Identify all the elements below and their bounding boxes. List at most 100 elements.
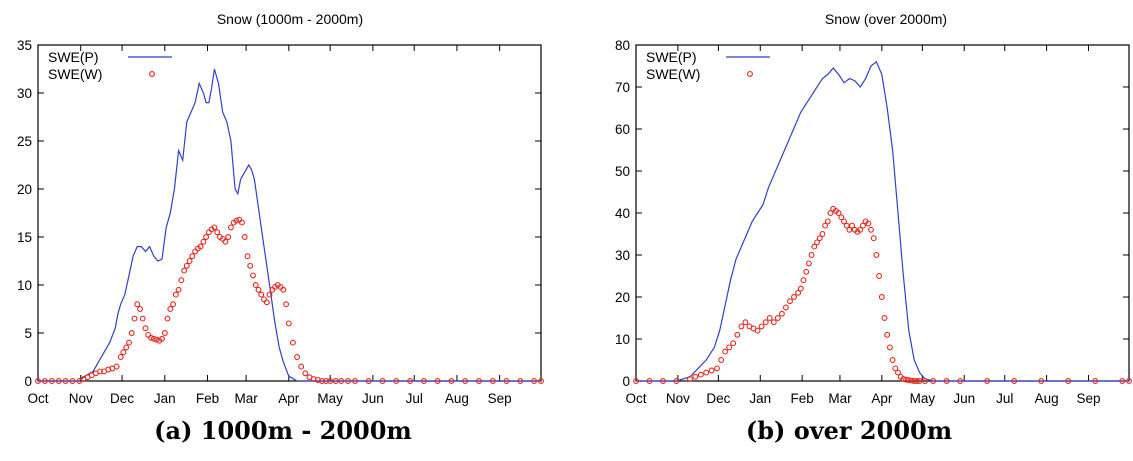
- data-point-swe-w: [137, 306, 143, 312]
- data-point-swe-w: [697, 371, 704, 378]
- data-point-swe-w: [838, 214, 845, 221]
- y-tick-label: 10: [17, 278, 32, 293]
- data-point-swe-w: [811, 243, 818, 250]
- x-tick-label: Nov: [666, 391, 690, 406]
- data-point-swe-w: [849, 222, 856, 229]
- x-tick-label: Mar: [234, 391, 258, 406]
- data-point-swe-w: [517, 378, 524, 384]
- data-point-swe-w: [922, 378, 928, 384]
- data-point-swe-w: [186, 258, 193, 264]
- y-tick-label: 0: [622, 374, 630, 389]
- chart-b: Snow (over 2000m) 0 10 20 30 40 50 60 70 80 Oct Nov…: [615, 11, 1132, 406]
- data-point-swe-w: [503, 378, 510, 384]
- data-point-swe-w: [161, 330, 168, 336]
- data-point-swe-w: [62, 378, 69, 384]
- data-point-swe-w: [489, 378, 496, 384]
- legend-swatch-point: [747, 71, 753, 77]
- data-point-swe-w: [742, 319, 749, 326]
- data-point-swe-w: [148, 334, 154, 341]
- data-point-swe-w: [393, 378, 400, 384]
- data-point-swe-w: [782, 304, 789, 311]
- data-point-swe-w: [857, 226, 864, 233]
- data-point-swe-w: [266, 291, 273, 298]
- data-point-swe-w: [878, 294, 885, 300]
- y-tick-label: 70: [615, 80, 630, 95]
- data-point-swe-w: [646, 378, 653, 384]
- data-point-swe-w: [827, 210, 834, 216]
- data-point-swe-w: [865, 220, 872, 227]
- data-point-swe-w: [170, 301, 177, 308]
- x-tick-label: Sep: [488, 391, 512, 406]
- caption-b: (b) over 2000m: [745, 416, 953, 445]
- x-tick-label: Dec: [110, 391, 134, 406]
- data-point-swe-w: [222, 238, 229, 245]
- data-point-swe-w: [289, 339, 296, 346]
- data-point-swe-w: [895, 369, 901, 376]
- y-tick-label: 50: [615, 164, 630, 179]
- data-point-swe-w: [197, 243, 204, 250]
- data-point-swe-w: [692, 373, 699, 380]
- data-point-swe-w: [766, 315, 773, 321]
- y-tick-label: 40: [615, 206, 630, 221]
- data-point-swe-w: [984, 378, 991, 384]
- data-point-swe-w: [48, 378, 55, 384]
- x-tick-label: Feb: [791, 391, 814, 406]
- y-tick-label: 10: [615, 332, 630, 347]
- data-point-swe-w: [774, 315, 781, 321]
- data-point-swe-w: [280, 286, 287, 293]
- chart-panel-a: Snow (1000m - 2000m) 0 5 10 15 20 25 30 35 Oct Nov…: [0, 0, 566, 461]
- data-point-swe-w: [139, 315, 146, 322]
- data-point-swe-w: [900, 375, 907, 382]
- data-point-swe-w: [708, 367, 715, 374]
- data-point-swe-w: [714, 365, 720, 372]
- data-point-swe-w: [889, 357, 896, 363]
- y-tick-label: 25: [17, 134, 32, 149]
- y-tick-label: 60: [615, 122, 630, 137]
- data-point-swe-w: [123, 344, 130, 351]
- data-point-swe-w: [1126, 378, 1132, 384]
- data-point-swe-w: [352, 378, 358, 384]
- data-point-swe-w: [758, 323, 765, 330]
- x-tick-label: Mar: [828, 391, 852, 406]
- data-point-swe-w: [225, 234, 232, 240]
- y-tick-label: 15: [17, 230, 32, 245]
- data-point-swe-w: [886, 344, 893, 351]
- data-point-swe-w: [673, 378, 680, 384]
- chart-a: Snow (1000m - 2000m) 0 5 10 15 20 25 30 35 Oct Nov…: [17, 11, 544, 406]
- data-point-swe-w: [263, 299, 270, 306]
- series-line-swe-p: [636, 60, 1129, 382]
- x-tick-label: May: [317, 391, 343, 406]
- data-point-swe-w: [327, 378, 334, 384]
- data-point-swe-w: [283, 301, 290, 308]
- data-point-swe-w: [41, 378, 48, 384]
- data-point-swe-w: [120, 349, 127, 356]
- data-point-swe-w: [868, 226, 874, 233]
- data-point-swe-w: [800, 277, 807, 284]
- data-point-swe-w: [153, 336, 160, 343]
- data-point-swe-w: [241, 234, 248, 240]
- data-point-swe-w: [797, 285, 804, 292]
- x-tick-label: Oct: [27, 391, 48, 406]
- data-point-swe-w: [730, 340, 737, 347]
- data-point-swe-w: [538, 378, 544, 384]
- data-point-swe-w: [227, 224, 234, 231]
- data-point-swe-w: [808, 252, 815, 258]
- data-point-swe-w: [805, 260, 812, 267]
- data-point-swe-w: [239, 219, 245, 226]
- data-point-swe-w: [318, 378, 325, 384]
- data-point-swe-w: [1119, 378, 1126, 384]
- data-point-swe-w: [150, 335, 157, 342]
- data-point-swe-w: [97, 368, 103, 375]
- data-point-swe-w: [205, 229, 212, 236]
- data-point-swe-w: [633, 378, 639, 384]
- x-tick-label: Feb: [196, 391, 219, 406]
- y-tick-label: 0: [24, 374, 32, 389]
- plot-frame: [37, 44, 542, 382]
- data-point-swe-w: [145, 331, 152, 338]
- data-point-swe-w: [244, 253, 251, 260]
- data-point-swe-w: [211, 224, 218, 231]
- data-point-swe-w: [531, 378, 538, 384]
- data-point-swe-w: [873, 252, 880, 258]
- data-point-swe-w: [816, 235, 823, 242]
- data-point-swe-w: [189, 253, 196, 260]
